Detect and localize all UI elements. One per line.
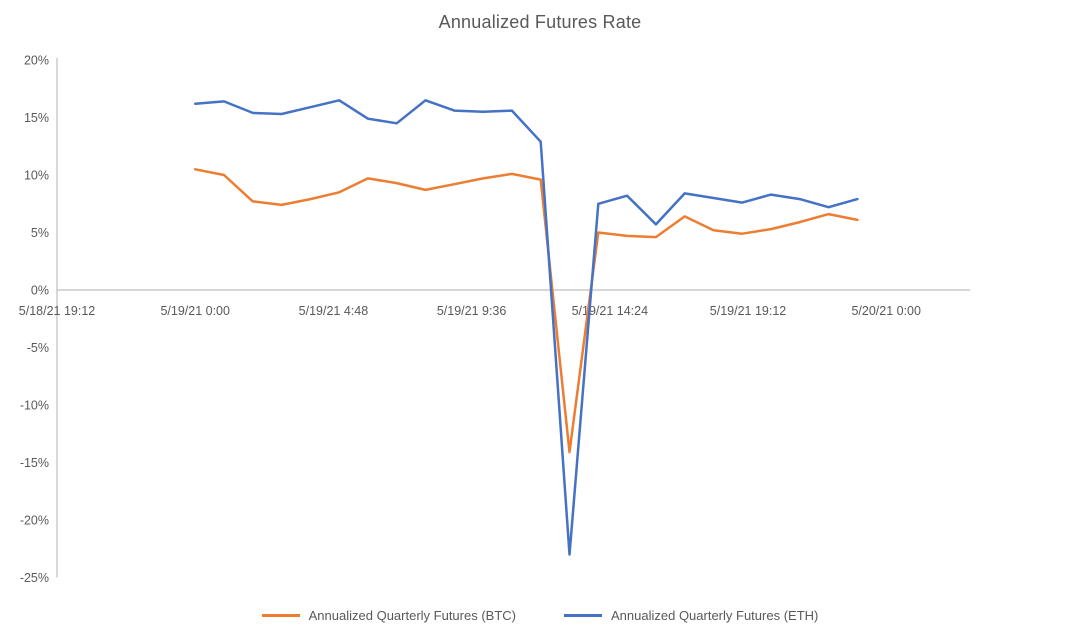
chart-title: Annualized Futures Rate xyxy=(438,12,642,32)
y-tick-label: 20% xyxy=(24,54,49,68)
legend-item-btc: Annualized Quarterly Futures (BTC) xyxy=(261,608,516,623)
x-tick-label: 5/20/21 0:00 xyxy=(851,304,921,318)
btc-series-line xyxy=(193,168,859,454)
y-tick-label: 10% xyxy=(24,169,49,183)
y-tick-label: -20% xyxy=(20,514,49,528)
legend-label-btc: Annualized Quarterly Futures (BTC) xyxy=(308,608,516,623)
btc-line-swatch-icon xyxy=(261,614,300,617)
y-tick-label: -15% xyxy=(20,456,49,470)
chart-legend: Annualized Quarterly Futures (BTC) Annua… xyxy=(0,608,1080,623)
x-tick-label: 5/18/21 19:12 xyxy=(19,304,96,318)
x-tick-label: 5/19/21 4:48 xyxy=(299,304,369,318)
y-tick-label: 5% xyxy=(31,226,49,240)
x-tick-label: 5/19/21 0:00 xyxy=(160,304,230,318)
y-tick-label: -25% xyxy=(20,571,49,585)
eth-series-line xyxy=(193,99,859,556)
y-tick-label: -5% xyxy=(27,341,49,355)
y-tick-label: 15% xyxy=(24,111,49,125)
eth-line-swatch-icon xyxy=(564,614,602,617)
legend-label-eth: Annualized Quarterly Futures (ETH) xyxy=(611,608,819,623)
x-tick-label: 5/19/21 14:24 xyxy=(572,304,649,318)
x-tick-label: 5/19/21 19:12 xyxy=(710,304,787,318)
y-tick-label: 0% xyxy=(31,284,49,298)
legend-item-eth: Annualized Quarterly Futures (ETH) xyxy=(564,608,818,623)
y-tick-label: -10% xyxy=(20,399,49,413)
x-tick-label: 5/19/21 9:36 xyxy=(437,304,507,318)
